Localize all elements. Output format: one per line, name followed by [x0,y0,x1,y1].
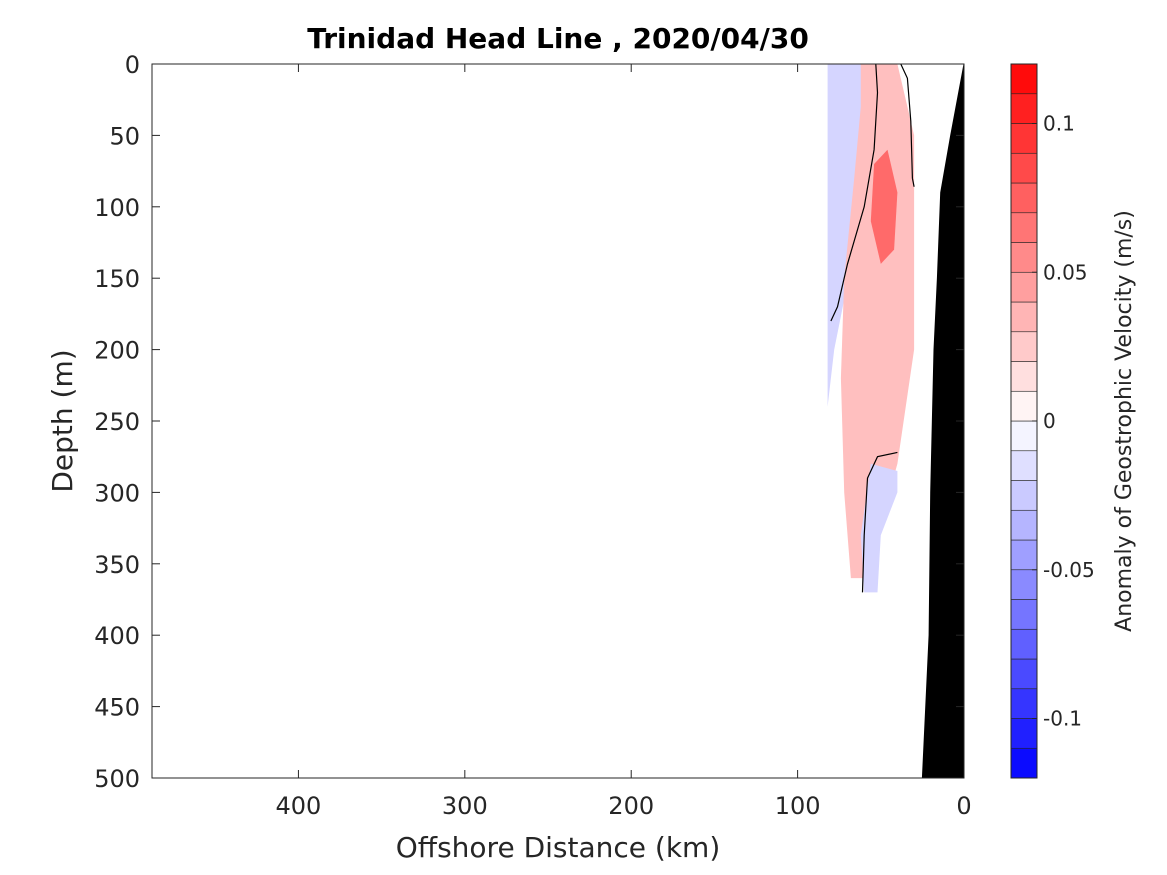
anomaly-fields [827,64,915,593]
colorbar-level [1010,539,1038,571]
colorbar: -0.1 -0.05 0 0.05 0.1 [1010,63,1095,779]
zero-contour-0 [830,64,879,322]
colorbar-level [1010,301,1038,333]
colorbar-level [1010,718,1038,749]
colorbar-level [1010,390,1038,422]
colorbar-tick-label: 0 [1043,409,1056,433]
colorbar-level [1010,361,1038,392]
colorbar-level [1010,480,1038,511]
y-tick-label: 300 [94,479,140,507]
colorbar-level [1010,182,1038,214]
colorbar-level [1010,599,1038,630]
y-axis-label: Depth (m) [46,349,79,492]
colorbar-tick-label: 0.05 [1043,260,1088,284]
y-tick-label: 500 [94,765,140,793]
x-tick-label: 0 [956,792,971,820]
colorbar-level [1010,747,1038,779]
chart-title: Trinidad Head Line , 2020/04/30 [307,22,809,55]
colorbar-tick-label: -0.1 [1043,707,1082,731]
colorbar-tick-label: 0.1 [1043,112,1075,136]
anomaly-field-4 [860,463,898,593]
x-axis-label: Offshore Distance (km) [396,831,721,864]
x-tick-label: 400 [276,792,322,820]
x-tick-label: 100 [775,792,821,820]
y-tick-label: 0 [125,51,140,79]
colorbar-level [1010,509,1038,541]
colorbar-level [1010,93,1038,124]
colorbar-level [1010,658,1038,690]
colorbar-level [1010,331,1038,362]
y-tick-label: 400 [94,622,140,650]
y-tick-label: 450 [94,694,140,722]
y-tick-label: 200 [94,337,140,365]
colorbar-level [1010,152,1038,184]
colorbar-level [1010,628,1038,660]
colorbar-level [1010,420,1038,452]
y-axis: 0 50 100 150 200 250 300 350 400 450 500 [94,51,964,793]
colorbar-label: Anomaly of Geostrophic Velocity (m/s) [1112,210,1137,632]
zero-contour-2 [861,451,898,593]
colorbar-level [1010,123,1038,154]
y-tick-label: 350 [94,551,140,579]
colorbar-level [1010,242,1038,273]
colorbar-level [1010,212,1038,243]
bathymetry [921,64,964,778]
colorbar-level [1010,569,1038,600]
colorbar-level [1010,271,1038,303]
y-tick-label: 250 [94,408,140,436]
zero-contours [830,64,915,593]
colorbar-level [1010,450,1038,481]
x-axis: 400 300 200 100 0 [276,64,972,820]
x-tick-label: 300 [442,792,488,820]
zero-contour-1 [900,64,915,187]
colorbar-tick-label: -0.05 [1043,558,1095,582]
colorbar-level [1010,63,1038,95]
y-tick-label: 150 [94,265,140,293]
anomaly-field-3 [870,149,898,264]
x-tick-label: 200 [608,792,654,820]
y-tick-label: 50 [109,122,140,150]
y-tick-label: 100 [94,194,140,222]
bathymetry-seafloor [921,64,964,778]
colorbar-level [1010,688,1038,719]
